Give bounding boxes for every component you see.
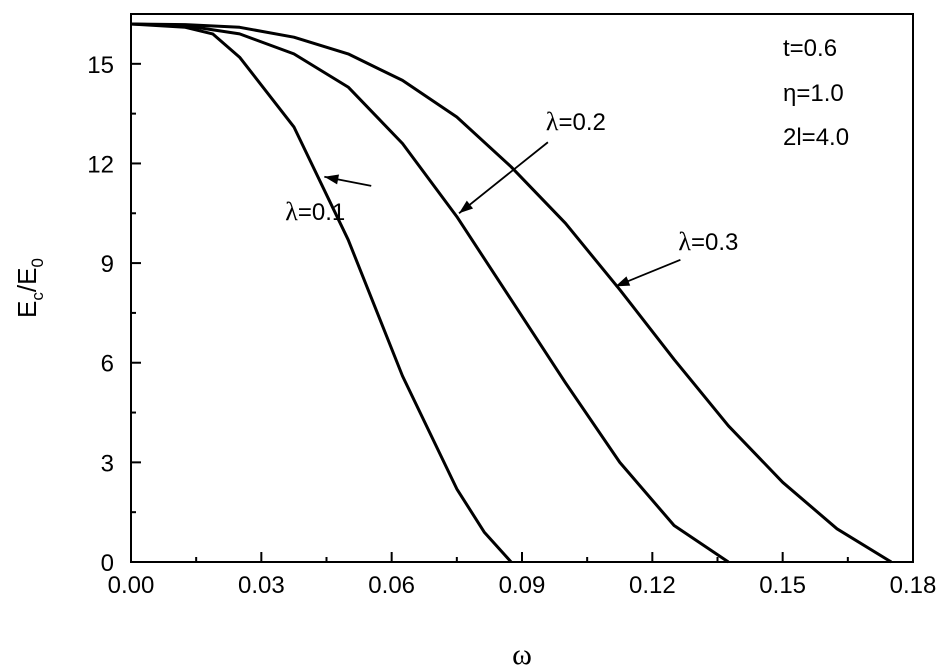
x-tick-label: 0.00 xyxy=(108,572,155,599)
x-tick-label: 0.03 xyxy=(238,572,285,599)
y-tick-label: 12 xyxy=(87,151,114,178)
y-axis-title-slash: /E xyxy=(12,268,42,293)
annotation-label-3: λ=0.3 xyxy=(678,227,738,256)
series-line-1 xyxy=(130,22,513,564)
x-tick-label: 0.09 xyxy=(499,572,546,599)
y-axis: 0 3 6 9 12 15 xyxy=(87,13,141,577)
y-axis-title: Ec/E0 xyxy=(12,258,47,318)
x-tick-label: 0.12 xyxy=(629,572,676,599)
y-axis-title-main: E xyxy=(12,301,42,318)
y-axis-title-sub2: 0 xyxy=(28,258,47,267)
y-tick-label: 6 xyxy=(101,351,114,378)
annotations: λ=0.1 λ=0.2 λ=0.3 xyxy=(285,107,738,288)
y-tick-label: 3 xyxy=(101,450,114,477)
parameter-box: t=0.6 η=1.0 2l=4.0 xyxy=(783,35,849,151)
series-line-2 xyxy=(130,22,730,564)
param-eta: η=1.0 xyxy=(783,80,844,107)
annotation-label-1: λ=0.1 xyxy=(285,197,345,226)
x-tick-label: 0.18 xyxy=(890,572,937,599)
x-tick-label: 0.15 xyxy=(759,572,806,599)
y-tick-label: 9 xyxy=(101,251,114,278)
annotation-arrowhead-1 xyxy=(324,174,340,185)
y-tick-label: 15 xyxy=(87,52,114,79)
y-tick-label: 0 xyxy=(101,550,114,577)
annotation-label-2: λ=0.2 xyxy=(546,107,606,136)
annotation-arrow-2 xyxy=(458,141,549,214)
x-axis-title: ω xyxy=(512,638,532,671)
series-lines xyxy=(130,22,893,564)
annotation-arrowhead-3 xyxy=(615,276,631,287)
x-axis: 0.00 0.03 0.06 0.09 0.12 0.15 0.18 xyxy=(108,552,937,599)
y-axis-title-sub1: c xyxy=(28,292,47,301)
param-2l: 2l=4.0 xyxy=(783,124,849,151)
annotation-arrowhead-2 xyxy=(459,200,474,214)
x-tick-label: 0.06 xyxy=(368,572,415,599)
param-t: t=0.6 xyxy=(783,35,837,62)
series-line-3 xyxy=(130,22,893,564)
